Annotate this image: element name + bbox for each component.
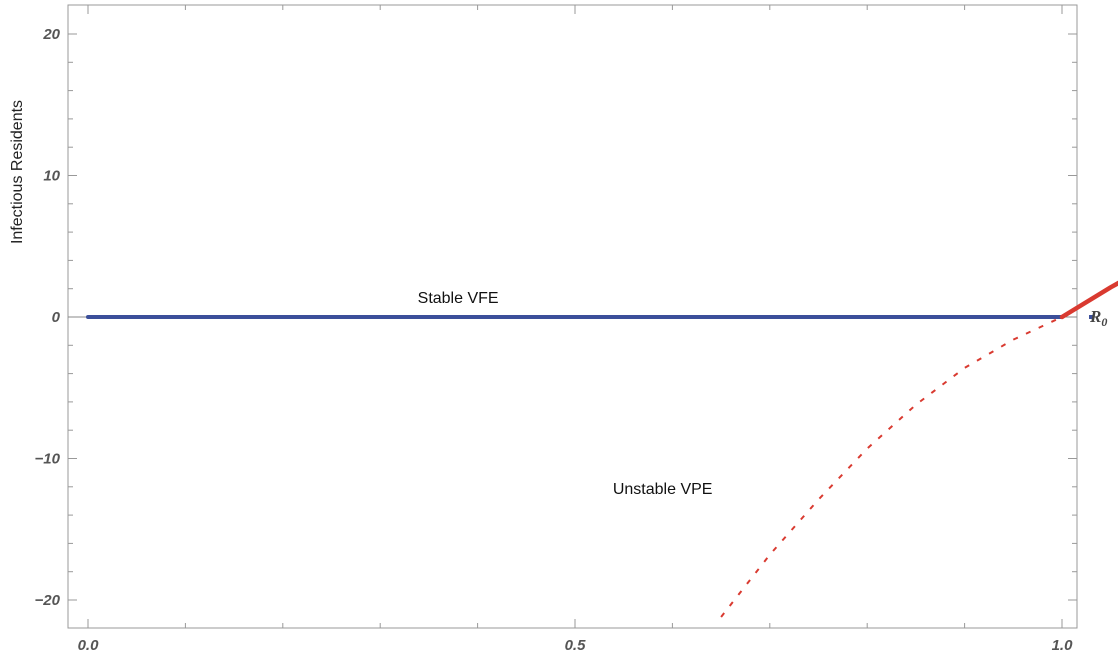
x-axis-title: R0 [1089, 307, 1107, 329]
y-tick-label: −10 [35, 451, 61, 468]
y-tick-label: 10 [43, 168, 60, 185]
x-tick-label: 0.5 [565, 637, 587, 654]
y-axis-title: Infectious Residents [9, 100, 26, 244]
series-group [86, 280, 1118, 618]
y-tick-label: −20 [35, 592, 61, 609]
x-tick-label: 1.0 [1052, 637, 1074, 654]
tick-marks [68, 5, 1077, 628]
annotation-label: Stable VFE [418, 290, 499, 307]
y-tick-label: 20 [42, 26, 60, 43]
series-line [1059, 280, 1118, 320]
series-stable-vpe [1059, 280, 1118, 320]
x-axis-title-main: R [1089, 307, 1101, 326]
x-tick-label: 0.0 [78, 637, 100, 654]
x-axis-title-subscript: 0 [1101, 315, 1107, 329]
series-line [720, 316, 1063, 618]
y-tick-label: 0 [52, 309, 61, 326]
series-unstable-vpe [720, 316, 1063, 618]
annotation-label: Unstable VPE [613, 481, 713, 498]
series-unstable-vfe [1089, 315, 1094, 319]
series-point [1089, 315, 1094, 319]
